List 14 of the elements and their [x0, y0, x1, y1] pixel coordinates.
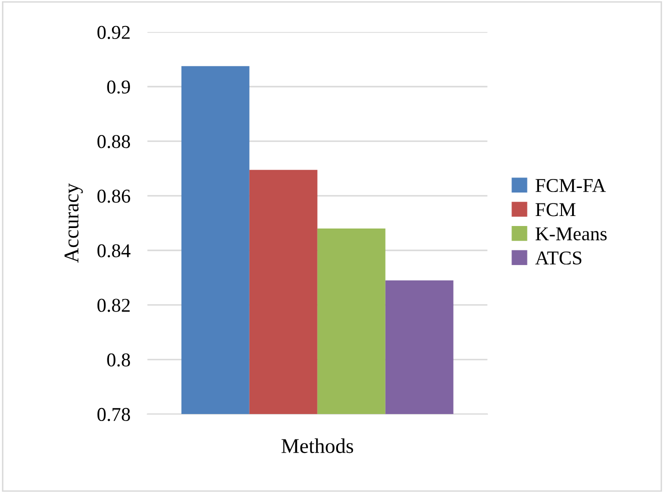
y-tick-label: 0.86 — [97, 190, 130, 203]
x-axis-title: Methods — [282, 438, 354, 454]
y-tick-label: 0.78 — [97, 408, 130, 422]
y-tick-label: 0.84 — [97, 244, 130, 258]
y-tick-label: 0.8 — [107, 353, 130, 367]
legend-label: FCM — [536, 203, 576, 216]
y-tick-label: 0.92 — [97, 26, 130, 40]
y-tick-label: 0.9 — [107, 80, 130, 94]
legend-label: FCM-FA — [536, 178, 606, 192]
y-tick-label: 0.82 — [97, 298, 130, 312]
y-tick-label: 0.88 — [97, 135, 130, 148]
y-axis-title: Accuracy — [64, 183, 83, 263]
legend-label: K-Means — [536, 227, 607, 240]
legend-label: ATCS — [535, 251, 582, 265]
